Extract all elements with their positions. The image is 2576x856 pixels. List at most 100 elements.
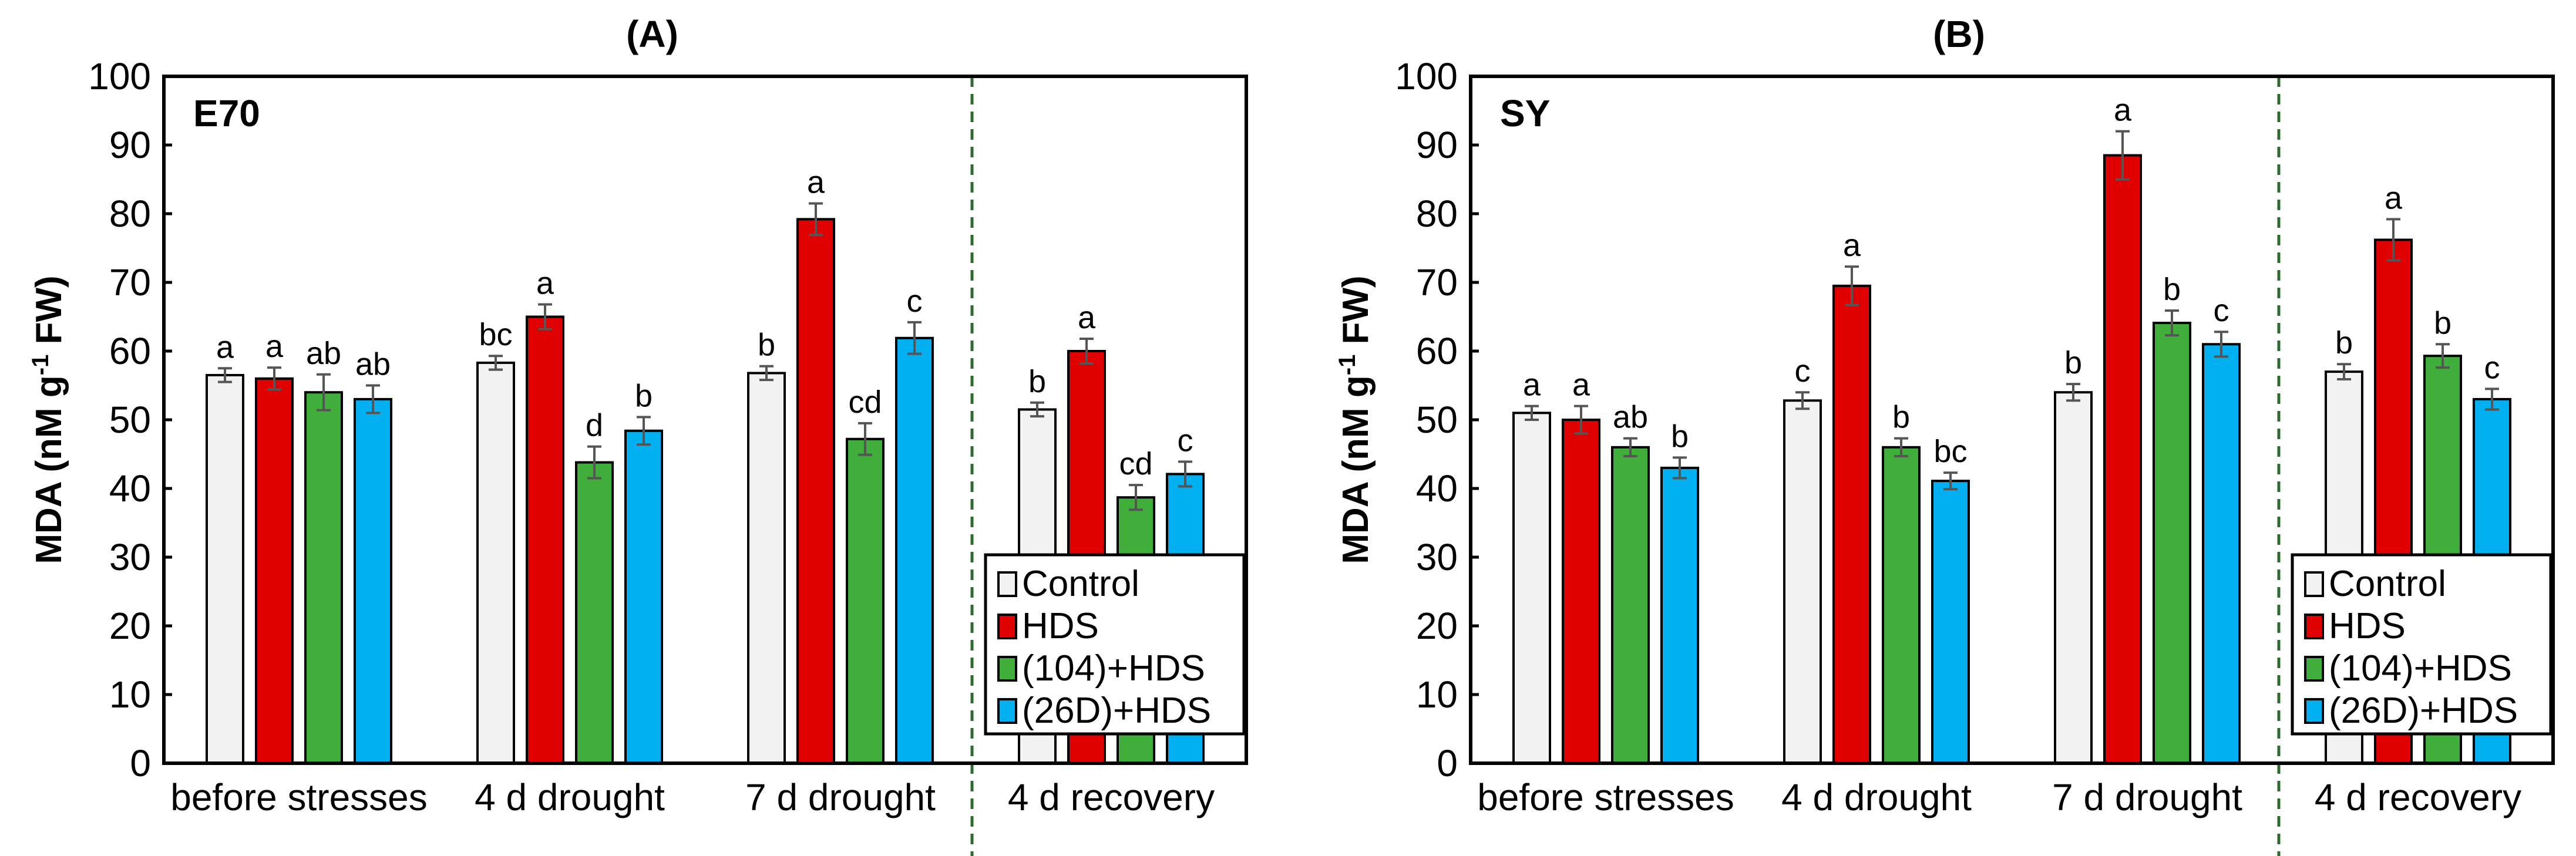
y-axis-label: MDA (nM g-1 FW) <box>28 275 69 564</box>
y-tick-label: 20 <box>109 605 151 647</box>
significance-letter: b <box>2163 272 2181 307</box>
legend-label: (26D)+HDS <box>2329 690 2518 731</box>
y-tick-label: 10 <box>109 673 151 716</box>
plot-frame <box>162 75 1248 765</box>
y-tick-label: 70 <box>109 261 151 304</box>
bar--104-hds <box>2153 322 2191 764</box>
significance-letter: a <box>265 329 284 364</box>
y-tick-label: 0 <box>130 742 151 784</box>
legend-label: (104)+HDS <box>2329 648 2512 689</box>
bar-hds <box>255 377 294 764</box>
y-label-tail: FW) <box>29 275 69 354</box>
significance-letter: d <box>586 408 603 443</box>
y-tick-label: 90 <box>1416 124 1458 166</box>
cultivar-label: E70 <box>193 92 260 134</box>
significance-letter: bc <box>1933 434 1967 469</box>
y-tick-label: 40 <box>109 467 151 510</box>
y-label-sup: -1 <box>1334 355 1360 376</box>
legend-label: Control <box>1022 564 1139 604</box>
significance-letter: bc <box>479 317 512 352</box>
legend-swatch <box>997 698 1017 724</box>
significance-letter: a <box>2114 93 2132 128</box>
legend-swatch <box>2304 614 2324 639</box>
legend-label: (104)+HDS <box>1022 648 1205 689</box>
bar-hds <box>1562 419 1600 764</box>
x-category-label: before stresses <box>170 776 428 818</box>
significance-letter: b <box>1892 400 1910 435</box>
y-tick-label: 10 <box>1416 673 1458 716</box>
panel-b: (B) SY MDA (nM g-1 FW) 0 10 20 30 40 50 60 70 80 90 1… <box>1334 13 2555 856</box>
y-tick-label: 100 <box>88 55 151 97</box>
bar--104-hds <box>575 461 614 764</box>
y-tick-label: 80 <box>1416 193 1458 235</box>
significance-letter: a <box>1572 368 1590 403</box>
bar--26d-hds <box>354 397 392 764</box>
significance-letter: ab <box>306 336 341 371</box>
y-tick-label: 50 <box>109 399 151 441</box>
significance-letter: b <box>2064 345 2082 380</box>
bar--26d-hds <box>624 429 663 764</box>
y-tick-label: 100 <box>1395 55 1458 97</box>
y-tick-label: 30 <box>109 536 151 578</box>
y-tick-label: 90 <box>109 124 151 166</box>
panel-a: (A) E70 MDA (nM g-1 FW) 0 10 20 30 40 50 60 70 80 90… <box>28 13 1248 856</box>
significance-letter: a <box>807 164 825 200</box>
y-label-main: MDA (nM g <box>1336 375 1376 564</box>
y-tick-label: 0 <box>1437 742 1458 784</box>
bar--26d-hds <box>1660 466 1699 765</box>
x-category-label: 4 d recovery <box>1008 776 1215 818</box>
significance-letter: c <box>2484 350 2500 385</box>
bar--26d-hds <box>2202 343 2241 764</box>
legend-label: Control <box>2329 564 2446 604</box>
x-category-label: before stresses <box>1477 776 1734 818</box>
bar-control <box>206 373 244 764</box>
y-label-tail: FW) <box>1336 275 1376 354</box>
legend-label: HDS <box>1022 606 1099 646</box>
significance-letter: b <box>1028 364 1046 399</box>
panel-title: (B) <box>1933 13 1985 55</box>
bar-hds <box>1832 284 1871 765</box>
bar--26d-hds <box>1931 480 1970 764</box>
bar--104-hds <box>1882 446 1921 764</box>
y-tick-label: 60 <box>1416 330 1458 372</box>
x-category-label: 4 d drought <box>1781 776 1972 818</box>
cultivar-label: SY <box>1500 92 1550 134</box>
bar-control <box>2054 391 2093 764</box>
legend-swatch <box>997 614 1017 639</box>
significance-letter: a <box>536 265 554 301</box>
significance-letter: a <box>1843 228 1861 263</box>
y-label-main: MDA (nM g <box>29 375 69 564</box>
significance-letter: b <box>2434 305 2451 341</box>
bar-hds <box>2103 154 2142 764</box>
bar-control <box>1512 412 1551 764</box>
significance-letter: c <box>1178 423 1193 458</box>
y-tick-label: 30 <box>1416 536 1458 578</box>
legend-swatch <box>2304 656 2324 682</box>
significance-letter: a <box>1523 368 1541 403</box>
legend-label: HDS <box>2329 606 2406 646</box>
legend-swatch <box>997 656 1017 682</box>
significance-letter: b <box>758 328 775 363</box>
significance-letter: c <box>907 284 923 319</box>
significance-letter: ab <box>1613 400 1648 435</box>
panel-title: (A) <box>626 13 678 55</box>
y-tick-label: 40 <box>1416 467 1458 510</box>
legend-box <box>984 553 1246 736</box>
significance-letter: a <box>2385 180 2403 215</box>
bar--104-hds <box>304 391 343 764</box>
legend-swatch <box>997 571 1017 597</box>
significance-letter: cd <box>848 385 882 420</box>
legend-swatch <box>2304 698 2324 724</box>
bar-control <box>747 372 786 764</box>
bar--104-hds <box>1611 446 1650 764</box>
bar-control <box>476 361 515 764</box>
significance-letter: cd <box>1119 446 1152 481</box>
y-tick-label: 70 <box>1416 261 1458 304</box>
significance-letter: b <box>635 378 653 413</box>
x-category-label: 4 d drought <box>475 776 665 818</box>
significance-letter: ab <box>355 347 391 382</box>
bar--26d-hds <box>895 336 934 764</box>
significance-letter: b <box>2335 325 2353 360</box>
y-label-sup: -1 <box>28 355 53 376</box>
bar--104-hds <box>846 437 885 764</box>
